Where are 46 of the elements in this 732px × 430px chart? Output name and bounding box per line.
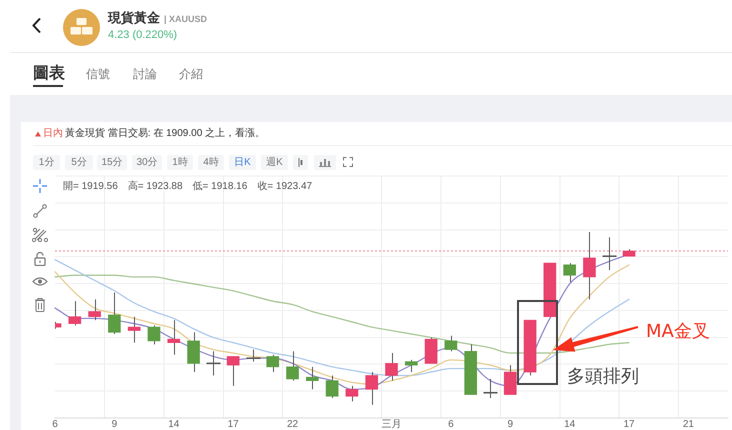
x-tick-label: 三月	[382, 418, 402, 430]
candlestick	[266, 354, 280, 373]
annotation: 多頭排列	[567, 366, 639, 387]
text: 開= 1919.56	[63, 181, 118, 192]
x-tick-label: 14	[168, 418, 180, 430]
candlestick	[346, 385, 358, 402]
x-tick-label: 21	[682, 418, 694, 430]
candlestick	[167, 320, 180, 356]
x-tick-label: 17	[623, 418, 636, 430]
x-tick-label: 6	[448, 418, 454, 430]
chart-title: 現貨黃金	[108, 10, 160, 26]
candlestick	[504, 364, 517, 395]
candlestick	[563, 262, 576, 283]
x-tick-label: 6	[52, 418, 58, 430]
text: 高= 1923.88	[128, 181, 183, 192]
candlestick	[444, 335, 458, 352]
x-tick-label: 14	[564, 418, 576, 430]
x-tick-label: 9	[112, 418, 118, 430]
chart-subtitle: 4.23 (0.220%)	[108, 29, 178, 42]
candlestick	[108, 292, 121, 334]
text: 收= 1923.47	[257, 181, 312, 192]
candlestick	[385, 352, 398, 382]
text: 介紹	[179, 67, 203, 82]
text: | XAUUSD	[164, 14, 208, 25]
candlestick	[88, 298, 101, 321]
text: 日內	[43, 128, 63, 139]
candlestick	[68, 300, 82, 326]
candlestick	[306, 366, 319, 390]
text: 信號	[86, 67, 110, 82]
annotation: MA金叉	[646, 321, 710, 342]
candlestick	[226, 356, 240, 386]
x-tick-label: 17	[228, 418, 240, 430]
candlestick	[326, 374, 338, 398]
candlestick	[286, 350, 299, 382]
x-tick-label: 22	[286, 418, 299, 430]
text: 低= 1918.16	[192, 181, 248, 192]
candlestick	[148, 324, 160, 345]
candlestick	[128, 316, 141, 344]
candlestick	[187, 332, 200, 373]
text: 黃金現貨 當日交易: 在 1909.00 之上，看漲。	[65, 128, 266, 139]
candlestick	[404, 359, 418, 373]
x-tick-label: 9	[507, 418, 514, 430]
text: 討論	[133, 67, 157, 82]
candlestick	[583, 232, 596, 300]
candlestick	[365, 372, 378, 406]
text: 圖表	[33, 65, 65, 83]
